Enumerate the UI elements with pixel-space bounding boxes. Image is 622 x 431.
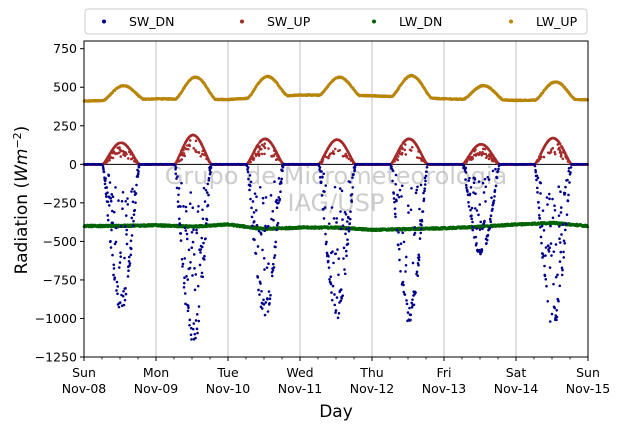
data-point (267, 147, 270, 150)
data-point (252, 157, 256, 160)
data-point (188, 144, 192, 148)
legend: SW_DN SW_UP LW_DN LW_UP (84, 8, 588, 35)
data-point (192, 146, 196, 150)
legend-marker (240, 19, 244, 24)
data-point (199, 154, 203, 158)
data-point (126, 157, 130, 160)
legend-marker (372, 19, 376, 24)
data-point (182, 152, 186, 155)
data-point (258, 145, 262, 148)
legend-label: SW_DN (129, 14, 175, 29)
series-layer (82, 73, 590, 341)
data-point (109, 156, 113, 160)
data-point (256, 143, 260, 146)
data-point (260, 152, 264, 156)
data-point (194, 139, 198, 143)
legend-marker (102, 19, 106, 24)
data-point (259, 147, 263, 151)
watermark: Grupo de Micrometeorologia IAG/USP (165, 162, 507, 217)
data-point (108, 158, 111, 162)
data-point (182, 148, 185, 152)
data-point (183, 154, 187, 158)
data-point (186, 147, 190, 151)
data-point (257, 152, 261, 156)
watermark-line-1: Grupo de Micrometeorologia (165, 162, 507, 190)
data-point (180, 158, 184, 161)
watermark-line-2: IAG/USP (287, 189, 384, 217)
legend-label: LW_DN (399, 14, 442, 29)
data-point (195, 150, 198, 154)
legend-label: SW_UP (267, 14, 311, 29)
data-point (119, 155, 123, 158)
data-point (188, 139, 192, 142)
legend-box (84, 8, 588, 35)
data-point (125, 152, 128, 156)
series-lw-up (82, 73, 590, 103)
data-point (263, 152, 266, 156)
legend-marker (509, 19, 513, 24)
data-point (197, 151, 201, 154)
data-point (249, 160, 253, 164)
data-point (263, 146, 267, 150)
legend-label: LW_UP (536, 14, 578, 29)
data-point (111, 156, 115, 160)
series-lw-dn (82, 220, 590, 233)
data-point (275, 157, 279, 161)
data-point (263, 142, 267, 145)
data-point (257, 150, 260, 154)
